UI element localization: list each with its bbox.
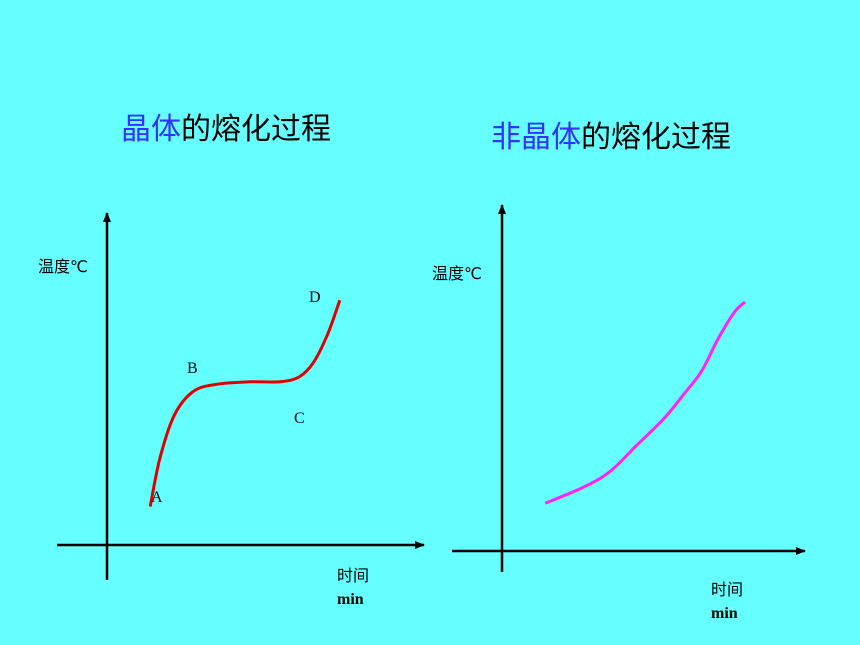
x-axis-label: 时间	[337, 566, 369, 585]
x-axis-unit: min	[711, 605, 738, 622]
point-label-d: D	[309, 289, 321, 306]
chart-title-crystal: 晶体的熔化过程	[121, 104, 331, 148]
title-rest: 的熔化过程	[581, 120, 731, 155]
y-axis-label: 温度℃	[38, 257, 88, 276]
crystal-chart: 温度℃ 时间 min A B C D	[38, 212, 425, 608]
amorphous-chart: 温度℃ 时间 min	[432, 204, 806, 622]
title-highlight: 非晶体	[491, 120, 581, 155]
y-axis-label: 温度℃	[432, 264, 482, 283]
amorphous-series-line	[544, 300, 747, 505]
x-axis-label: 时间	[711, 580, 743, 599]
title-highlight: 晶体	[121, 112, 181, 147]
x-axis-unit: min	[337, 591, 364, 608]
title-rest: 的熔化过程	[181, 112, 331, 147]
crystal-series-line	[148, 299, 342, 507]
point-label-c: C	[294, 410, 305, 427]
point-label-a: A	[151, 489, 163, 506]
chart-title-amorphous: 非晶体的熔化过程	[491, 112, 731, 156]
point-label-b: B	[187, 360, 198, 377]
